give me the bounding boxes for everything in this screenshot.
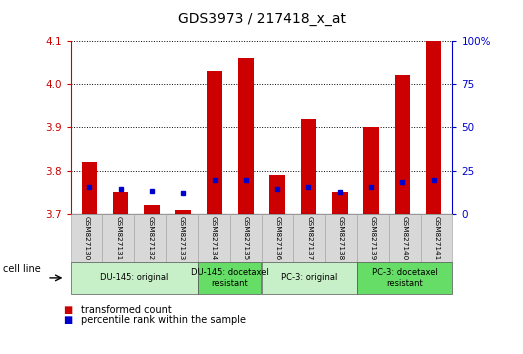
Text: DU-145: docetaxel
resistant: DU-145: docetaxel resistant — [191, 268, 269, 287]
Text: GSM827132: GSM827132 — [147, 216, 153, 260]
Text: GSM827131: GSM827131 — [116, 216, 121, 260]
Text: GSM827139: GSM827139 — [370, 216, 376, 260]
Bar — [175, 210, 191, 214]
Text: GSM827137: GSM827137 — [306, 216, 312, 260]
Text: GSM827133: GSM827133 — [179, 216, 185, 260]
Text: ■: ■ — [63, 305, 72, 315]
Bar — [363, 127, 379, 214]
Text: DU-145: original: DU-145: original — [100, 273, 168, 282]
Bar — [238, 58, 254, 214]
Bar — [332, 193, 348, 214]
Text: percentile rank within the sample: percentile rank within the sample — [81, 315, 246, 325]
Text: GSM827135: GSM827135 — [243, 216, 248, 260]
Text: GSM827130: GSM827130 — [84, 216, 89, 260]
Text: GSM827138: GSM827138 — [338, 216, 344, 260]
Text: cell line: cell line — [3, 264, 40, 274]
Text: transformed count: transformed count — [81, 305, 172, 315]
Text: PC-3: docetaxel
resistant: PC-3: docetaxel resistant — [372, 268, 438, 287]
Text: PC-3: original: PC-3: original — [281, 273, 337, 282]
Text: GSM827140: GSM827140 — [402, 216, 407, 260]
Bar — [301, 119, 316, 214]
Text: ■: ■ — [63, 315, 72, 325]
Text: GDS3973 / 217418_x_at: GDS3973 / 217418_x_at — [177, 12, 346, 27]
Bar — [394, 75, 410, 214]
Bar — [207, 71, 222, 214]
Text: GSM827134: GSM827134 — [211, 216, 217, 260]
Text: GSM827141: GSM827141 — [434, 216, 439, 260]
Bar — [144, 206, 160, 214]
Bar — [426, 41, 441, 214]
Text: GSM827136: GSM827136 — [275, 216, 280, 260]
Bar — [113, 193, 129, 214]
Bar — [269, 175, 285, 214]
Bar — [82, 162, 97, 214]
